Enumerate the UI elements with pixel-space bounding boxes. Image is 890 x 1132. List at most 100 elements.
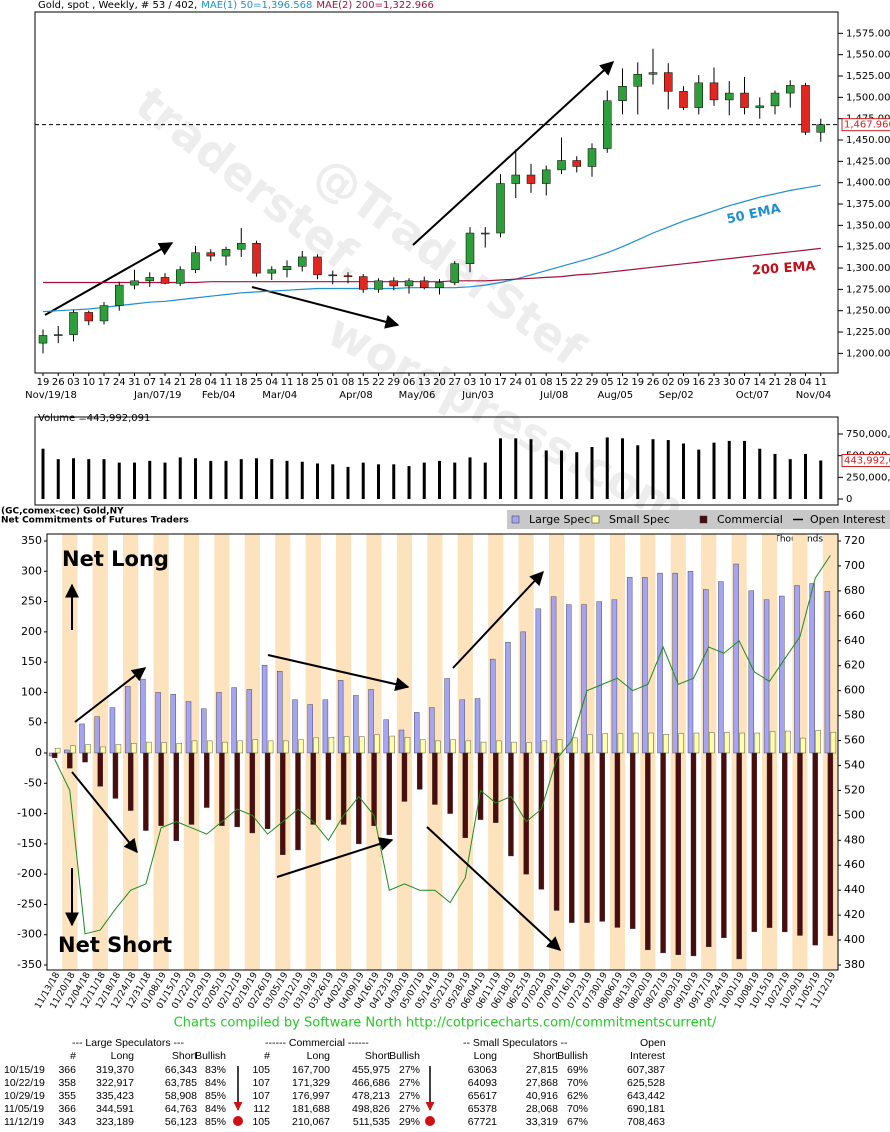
legend-swatch [511, 515, 520, 524]
bar [371, 752, 377, 826]
y-tick-label: 1,375.000 [846, 199, 890, 210]
candle-body [801, 85, 810, 133]
y-tick-label: 1,275.000 [846, 284, 890, 295]
table-cell: 85% [205, 1090, 226, 1102]
bar [337, 680, 344, 754]
y2-tick-label: 380 [844, 958, 865, 971]
candle-body [54, 334, 63, 336]
table-cell: 27% [399, 1064, 420, 1076]
bar [109, 707, 116, 754]
x-tick-label: 18 [296, 377, 309, 388]
bar [252, 739, 259, 754]
y-tick-label: -350 [17, 958, 42, 971]
arrow [452, 570, 544, 669]
bar [70, 745, 76, 754]
x-month-label: Oct/07 [736, 390, 769, 401]
bar [520, 631, 526, 754]
table-cell: 62% [567, 1090, 588, 1102]
x-month-label: Jan/07/19 [133, 390, 182, 401]
bar [188, 752, 195, 825]
x-tick-label: 29 [387, 377, 400, 388]
y-tick-label: -300 [17, 928, 42, 941]
bar [429, 707, 435, 754]
bar [161, 742, 167, 754]
bar [632, 732, 639, 754]
table-column-header: # [70, 1050, 76, 1062]
y-tick-label: 200 [21, 625, 42, 638]
volume-bar [422, 462, 426, 500]
stripe [123, 534, 139, 970]
bar [67, 752, 73, 769]
candle-body [526, 174, 536, 184]
bar [824, 591, 831, 754]
volume-bar [682, 443, 685, 500]
table-cell: 366 [58, 1064, 76, 1076]
bar [383, 719, 389, 754]
bar [328, 737, 335, 754]
x-tick-label: 15 [555, 377, 568, 388]
candle-body [38, 335, 48, 344]
table-cell: 69% [567, 1064, 588, 1076]
table-cell: 70% [567, 1103, 588, 1115]
stripe [305, 534, 321, 970]
y-tick-label: 100 [21, 685, 42, 698]
bar [617, 733, 624, 754]
volume-bar [544, 450, 548, 500]
legend-label: Small Spec [609, 513, 670, 526]
ema-line [42, 184, 821, 313]
volume-bar [804, 453, 807, 500]
candle-body [252, 243, 261, 274]
volume-bar [743, 440, 746, 500]
bar [267, 740, 274, 754]
volume-bar [72, 458, 75, 500]
bar [496, 740, 502, 754]
candle-body [99, 305, 109, 322]
volume-bar [117, 462, 121, 500]
stripe [396, 534, 413, 970]
arrow [276, 837, 394, 878]
bar [769, 731, 776, 754]
candle-body [191, 252, 200, 270]
x-tick-label: 05 [601, 377, 614, 388]
bar [292, 699, 298, 754]
table-column-header: Bullish [195, 1050, 226, 1062]
table-cell: 27% [399, 1090, 420, 1102]
table-cell: 27% [399, 1077, 420, 1089]
table-cell: 67% [567, 1116, 588, 1128]
bar [313, 737, 319, 754]
bar [401, 752, 408, 802]
stripe [183, 534, 200, 970]
table-column-header: Interest [630, 1050, 665, 1062]
x-tick-label: 10 [82, 377, 95, 388]
bar [94, 716, 100, 754]
table-cell: 63,785 [165, 1077, 197, 1089]
bar [435, 740, 441, 754]
x-tick-label: 07 [143, 377, 156, 388]
table-cell: 343 [58, 1116, 76, 1128]
bar [201, 708, 207, 754]
candle-body [786, 85, 795, 94]
bar [687, 571, 694, 754]
x-tick-label: 12 [616, 377, 629, 388]
table-cell: 107 [252, 1077, 270, 1089]
volume-panel [34, 416, 839, 506]
bar [505, 641, 511, 754]
dot [233, 1116, 243, 1126]
bar [231, 687, 237, 754]
candle-body [465, 232, 475, 265]
x-month-label: Nov/04 [796, 390, 832, 401]
x-tick-label: 14 [753, 377, 766, 388]
bar [602, 733, 608, 754]
x-tick-label: 22 [372, 377, 385, 388]
last-volume-box [841, 454, 890, 468]
y-tick-label: 1,325.000 [846, 242, 890, 253]
table-column-header: Bullish [557, 1050, 588, 1062]
bar [398, 729, 405, 754]
bar [280, 752, 286, 855]
chart-header: Gold, spot , Weekly, # 53 / 402, MAE(1) 5… [38, 0, 434, 11]
bar [706, 752, 712, 948]
bar [587, 734, 593, 754]
last-volume-label: 443,992,091 [844, 456, 890, 467]
x-tick-label: 06 [403, 377, 416, 388]
bar [721, 752, 727, 938]
